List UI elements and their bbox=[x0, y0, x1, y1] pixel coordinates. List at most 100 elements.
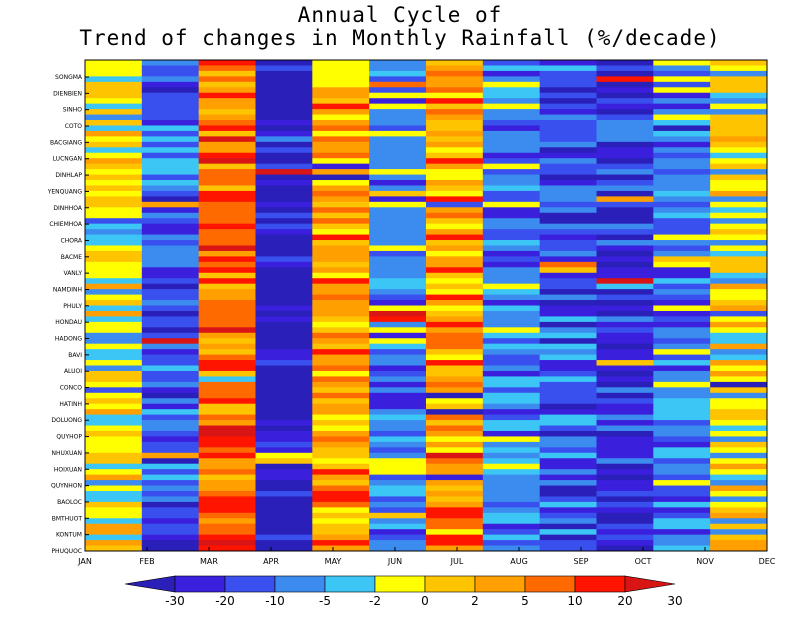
x-axis: JAN FEB MAR APR MAY JUN JUL AUG SEP OCT NOV DEC bbox=[77, 547, 776, 566]
heatmap-cell bbox=[596, 136, 654, 143]
heatmap-cell bbox=[85, 76, 143, 83]
heatmap-cell bbox=[369, 283, 427, 290]
heatmap-cell bbox=[710, 278, 768, 285]
heatmap-cell bbox=[85, 430, 143, 437]
heatmap-cell bbox=[482, 87, 541, 94]
heatmap-cell bbox=[482, 398, 541, 405]
heatmap-cell bbox=[85, 147, 143, 154]
heatmap-cell bbox=[710, 403, 768, 410]
heatmap-cell bbox=[539, 125, 597, 132]
heatmap-cell bbox=[369, 76, 427, 83]
heatmap-cell bbox=[141, 141, 200, 148]
heatmap-cell bbox=[141, 463, 200, 470]
heatmap-cell bbox=[596, 81, 654, 88]
heatmap-cell bbox=[198, 480, 256, 487]
heatmap-cell bbox=[426, 250, 484, 257]
heatmap-cell bbox=[426, 212, 484, 219]
heatmap-cell bbox=[710, 463, 768, 470]
heatmap-cell bbox=[369, 158, 427, 165]
heatmap-cell bbox=[255, 136, 313, 143]
heatmap-cell bbox=[85, 392, 143, 399]
heatmap-cell bbox=[653, 518, 711, 525]
heatmap-cell bbox=[653, 403, 711, 410]
heatmap-cell bbox=[141, 163, 200, 170]
heatmap-cell bbox=[85, 196, 143, 203]
heatmap-cell bbox=[85, 289, 143, 296]
heatmap-cell bbox=[710, 136, 768, 143]
heatmap-cell bbox=[482, 60, 541, 66]
heatmap-cell bbox=[255, 310, 313, 317]
y-axis: SONGMA DIENBIEN SINHO COTO BACGIANG LUCNGAN DI… bbox=[47, 74, 89, 555]
heatmap-cell bbox=[426, 507, 484, 514]
heatmap-cell bbox=[482, 305, 541, 312]
heatmap-cell bbox=[653, 387, 711, 394]
heatmap-cell bbox=[596, 158, 654, 165]
heatmap-cell bbox=[255, 425, 313, 432]
heatmap-cell bbox=[482, 141, 541, 148]
heatmap-cell bbox=[85, 501, 143, 508]
heatmap-cell bbox=[426, 349, 484, 356]
heatmap-cell bbox=[312, 289, 370, 296]
heatmap-cell bbox=[312, 136, 370, 143]
heatmap-cell bbox=[596, 310, 654, 317]
heatmap-cell bbox=[369, 229, 427, 236]
heatmap-cell bbox=[539, 92, 597, 99]
heatmap-cell bbox=[198, 98, 256, 105]
heatmap-cell bbox=[312, 196, 370, 203]
heatmap-cell bbox=[198, 207, 256, 214]
heatmap-cell bbox=[596, 518, 654, 525]
heatmap-cell bbox=[426, 196, 484, 203]
heatmap-cell bbox=[482, 196, 541, 203]
heatmap-cell bbox=[539, 267, 597, 274]
heatmap-cell bbox=[539, 218, 597, 225]
heatmap-cell bbox=[653, 430, 711, 437]
heatmap-cell bbox=[312, 398, 370, 405]
heatmap-cell bbox=[255, 349, 313, 356]
heatmap-cell bbox=[255, 70, 313, 77]
heatmap-cell bbox=[369, 480, 427, 487]
heatmap-cell bbox=[482, 360, 541, 367]
heatmap-cell bbox=[482, 349, 541, 356]
heatmap-cell bbox=[85, 420, 143, 427]
heatmap-cell bbox=[369, 425, 427, 432]
heatmap-cell bbox=[482, 185, 541, 192]
heatmap-cell bbox=[426, 403, 484, 410]
heatmap-cell bbox=[312, 480, 370, 487]
heatmap-cell bbox=[426, 60, 484, 66]
heatmap-cell bbox=[539, 109, 597, 116]
heatmap-cell bbox=[141, 87, 200, 94]
heatmap-cell bbox=[312, 141, 370, 148]
heatmap-cell bbox=[255, 370, 313, 377]
y-tick-label: QUYHOP bbox=[56, 434, 82, 441]
heatmap-cell bbox=[85, 163, 143, 170]
heatmap-cell bbox=[198, 463, 256, 470]
heatmap-cell bbox=[141, 316, 200, 323]
heatmap-cell bbox=[369, 136, 427, 143]
heatmap-cell bbox=[653, 245, 711, 252]
heatmap-cell bbox=[369, 474, 427, 481]
heatmap-cell bbox=[369, 190, 427, 197]
heatmap-cell bbox=[596, 109, 654, 116]
y-tick-label: HADONG bbox=[55, 336, 82, 343]
heatmap-cell bbox=[255, 130, 313, 137]
heatmap-cell bbox=[312, 458, 370, 465]
heatmap-cell bbox=[482, 76, 541, 83]
heatmap-cell bbox=[426, 518, 484, 525]
heatmap-cell bbox=[710, 267, 768, 274]
heatmap-cell bbox=[141, 147, 200, 154]
heatmap-cell bbox=[312, 534, 370, 541]
x-tick-label: JUN bbox=[387, 557, 402, 566]
heatmap-cell bbox=[426, 354, 484, 361]
heatmap-cell bbox=[369, 370, 427, 377]
heatmap-cell bbox=[426, 441, 484, 448]
heatmap-cell bbox=[653, 196, 711, 203]
y-tick-label: COTO bbox=[65, 123, 83, 130]
heatmap-cell bbox=[198, 169, 256, 176]
heatmap-cell bbox=[596, 360, 654, 367]
heatmap-cell bbox=[596, 447, 654, 454]
heatmap-cell bbox=[482, 523, 541, 530]
heatmap-cell bbox=[653, 447, 711, 454]
heatmap-cell bbox=[539, 158, 597, 165]
heatmap-cell bbox=[85, 310, 143, 317]
heatmap-cell bbox=[596, 190, 654, 197]
